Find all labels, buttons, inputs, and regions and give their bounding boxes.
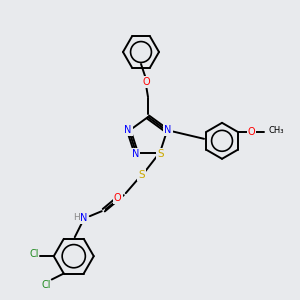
Text: Cl: Cl <box>29 249 38 259</box>
Text: S: S <box>138 170 145 180</box>
Text: S: S <box>158 149 164 159</box>
Text: N: N <box>124 125 132 135</box>
Text: O: O <box>114 193 122 203</box>
Text: O: O <box>142 77 150 87</box>
Text: CH₃: CH₃ <box>268 126 284 135</box>
Text: N: N <box>80 213 87 223</box>
Text: O: O <box>248 127 255 137</box>
Text: N: N <box>164 125 172 135</box>
Text: H: H <box>74 213 80 222</box>
Text: N: N <box>132 149 139 159</box>
Text: Cl: Cl <box>41 280 50 290</box>
